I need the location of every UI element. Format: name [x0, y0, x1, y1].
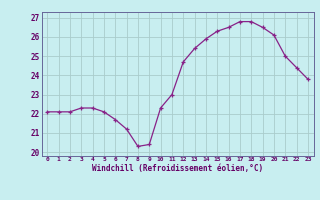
X-axis label: Windchill (Refroidissement éolien,°C): Windchill (Refroidissement éolien,°C): [92, 164, 263, 173]
